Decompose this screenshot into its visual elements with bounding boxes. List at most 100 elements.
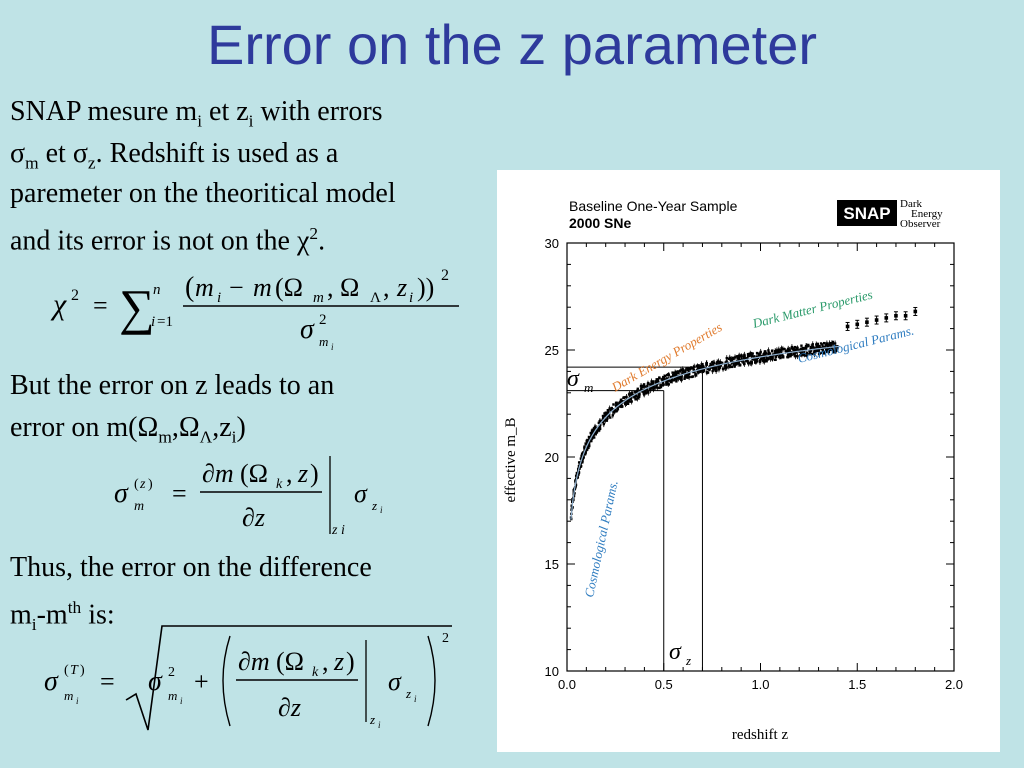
sn-point <box>643 389 646 392</box>
sn-point <box>586 438 589 442</box>
sn-point <box>763 350 767 353</box>
svg-text:m: m <box>64 688 73 703</box>
sn-point <box>821 350 825 353</box>
x-tick-labels: 0.0 0.5 1.0 1.5 2.0 <box>558 677 963 692</box>
svg-text:): ) <box>148 477 153 492</box>
svg-text:z: z <box>333 647 344 676</box>
y-tick-label: 20 <box>545 450 559 465</box>
svg-text:m: m <box>253 273 272 302</box>
supernova-points <box>569 340 839 521</box>
sn-point <box>672 379 676 382</box>
sn-point <box>788 349 791 353</box>
x-tick-label: 1.5 <box>848 677 866 692</box>
x-tick-label: 0.5 <box>655 677 673 692</box>
sn-point <box>817 349 820 352</box>
sn-point <box>727 364 731 367</box>
svg-text:∂z: ∂z <box>242 503 265 532</box>
sn-point <box>619 400 622 404</box>
sn-point <box>740 354 743 357</box>
y-tick-label: 30 <box>545 236 559 251</box>
sn-point <box>594 431 598 435</box>
sn-point <box>738 363 742 366</box>
sn-point <box>683 377 686 380</box>
svg-text:i: i <box>180 696 183 706</box>
para1-line1: SNAP mesure mi et zi with errors <box>10 96 383 131</box>
sn-point <box>698 370 701 374</box>
svg-text:T: T <box>70 663 79 678</box>
sn-point <box>603 418 606 422</box>
x-axis-label: redshift z <box>732 727 789 743</box>
svg-text:(: ( <box>64 663 69 678</box>
sn-point <box>642 383 646 386</box>
sn-point <box>603 414 607 418</box>
sn-point <box>650 387 653 390</box>
svg-text:i: i <box>414 694 417 704</box>
sn-point <box>795 351 798 354</box>
sn-point <box>781 355 784 358</box>
sn-point <box>720 361 724 364</box>
sn-point <box>597 425 600 429</box>
sn-point <box>822 345 826 349</box>
binned-point <box>894 313 898 318</box>
sn-point <box>836 347 839 350</box>
sn-point <box>636 387 639 390</box>
sn-point <box>767 351 771 354</box>
binned-point <box>903 313 908 318</box>
cosmo-left-annotation: Cosmological Params. <box>581 479 620 599</box>
svg-text:i: i <box>380 505 383 515</box>
sn-point <box>676 375 679 379</box>
sn-point <box>778 355 781 359</box>
sn-point <box>603 412 606 415</box>
para2-line1: But the error on z leads to an <box>10 370 335 401</box>
sn-point <box>714 368 717 371</box>
sn-point <box>579 464 583 468</box>
sn-point <box>821 348 824 351</box>
svg-text:z: z <box>396 273 407 302</box>
sn-point <box>745 360 748 363</box>
svg-text:=: = <box>93 291 108 320</box>
sn-point <box>784 349 788 352</box>
svg-text:m: m <box>134 499 144 514</box>
svg-text:z: z <box>405 686 411 701</box>
sn-point <box>634 398 638 401</box>
y-tick-label: 15 <box>545 557 559 572</box>
sn-point <box>598 419 602 423</box>
svg-text:m: m <box>195 273 214 302</box>
sn-point <box>683 376 687 379</box>
sn-point <box>717 367 721 370</box>
sigma-m-label: σ <box>567 366 580 392</box>
sn-point <box>659 384 662 387</box>
sn-point <box>762 356 766 359</box>
sn-point <box>662 375 665 379</box>
logo-tagline-3: Observer <box>900 218 941 230</box>
sn-point <box>691 375 695 378</box>
sn-point <box>679 377 683 380</box>
binned-point <box>884 316 889 320</box>
sn-point <box>757 352 761 355</box>
svg-text:χ: χ <box>50 288 67 321</box>
sn-point <box>651 382 654 385</box>
plot-frame <box>566 242 955 672</box>
svg-text:Λ: Λ <box>370 290 381 306</box>
sn-point <box>786 355 789 359</box>
sn-point <box>734 361 738 364</box>
svg-text:(Ω: (Ω <box>276 647 304 676</box>
sn-point <box>577 461 581 464</box>
sn-point <box>833 346 836 349</box>
sn-point <box>829 348 832 351</box>
svg-text:2: 2 <box>441 267 449 284</box>
sn-point <box>767 357 770 360</box>
svg-text:m: m <box>319 334 328 349</box>
sn-point <box>700 365 703 368</box>
sn-point <box>629 397 632 400</box>
sn-point <box>802 353 805 357</box>
sn-point <box>752 355 756 358</box>
svg-text:=: = <box>100 667 115 696</box>
sn-point <box>826 345 829 348</box>
sn-point <box>658 376 661 380</box>
sn-point <box>673 371 676 375</box>
sn-point <box>802 347 805 350</box>
page-title: Error on the z parameter <box>206 13 818 76</box>
para1-line2: σm et σz. Redshift is used as a <box>10 138 339 173</box>
sn-point <box>694 372 697 376</box>
